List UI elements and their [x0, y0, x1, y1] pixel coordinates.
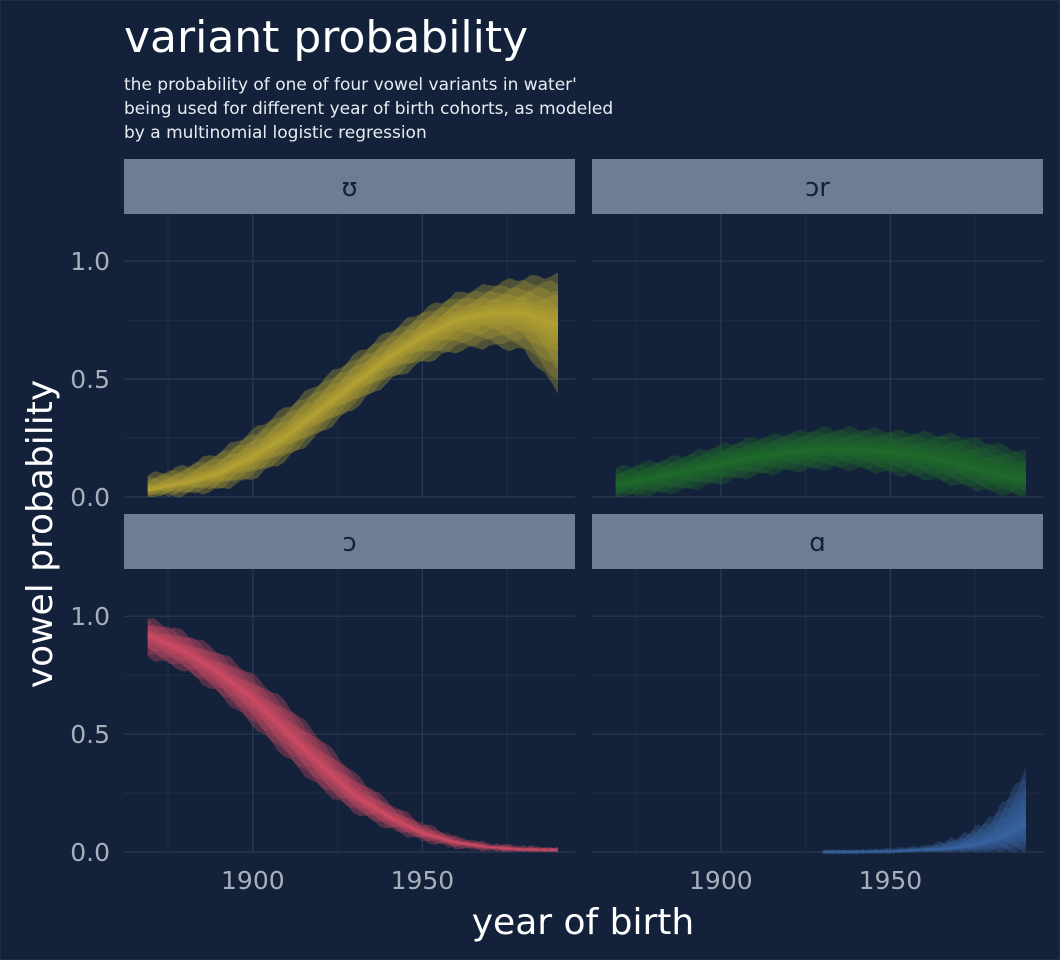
facet-strip [124, 159, 575, 214]
facet-panels: ʊ 0.0 0.5 1.0 ɔr ɔ 0.0 0.5 1.0 1900 1950 ɑ 1900 1950 [70, 159, 1043, 895]
probability-ribbon [822, 786, 1026, 855]
facet-panel-2: ɔr [592, 159, 1043, 498]
probability-ribbon [822, 802, 1026, 855]
median-line [147, 311, 559, 492]
probability-ribbon [615, 438, 1026, 491]
facet-strip-label: ʊ [341, 173, 357, 203]
x-tick-label: 1900 [221, 866, 285, 895]
probability-ribbon [147, 618, 558, 852]
x-tick-label: 1900 [689, 866, 753, 895]
probability-ribbon [147, 295, 558, 494]
probability-ribbon [147, 280, 558, 497]
y-tick-label: 0.0 [70, 838, 110, 867]
facet-strip-label: ɑ [809, 528, 826, 558]
y-axis-title: vowel probability [20, 380, 61, 688]
probability-ribbon [147, 624, 558, 852]
facet-strip [592, 159, 1043, 214]
probability-ribbon [147, 618, 558, 852]
probability-ribbon [147, 291, 558, 496]
facet-panel-4: ɑ 1900 1950 [592, 514, 1043, 895]
y-tick-label: 1.0 [70, 247, 110, 276]
y-tick-label: 0.5 [70, 365, 110, 394]
y-tick-label: 0.0 [70, 483, 110, 512]
chart-subtitle-line-2: being used for different year of birth c… [124, 99, 613, 119]
x-axis-title: year of birth [472, 902, 695, 943]
probability-ribbon [822, 766, 1026, 855]
y-tick-label: 1.0 [70, 602, 110, 631]
probability-ribbon [615, 432, 1026, 495]
x-tick-label: 1950 [859, 866, 923, 895]
chart-title: variant probability [124, 12, 528, 63]
median-line [147, 633, 558, 852]
probability-ribbon [822, 812, 1026, 852]
probability-ribbon [147, 302, 558, 492]
probability-ribbon [822, 807, 1026, 852]
probability-ribbon [147, 286, 558, 497]
facet-strip-label: ɔ [342, 528, 356, 558]
facet-strip [124, 514, 575, 569]
probability-ribbon [615, 435, 1026, 494]
probability-ribbon [615, 425, 1026, 497]
probability-ribbon [615, 443, 1026, 489]
x-tick-label: 1950 [391, 866, 455, 895]
facet-panel-3: ɔ 0.0 0.5 1.0 1900 1950 [70, 514, 575, 895]
median-line [615, 448, 1027, 487]
probability-ribbon [822, 817, 1026, 852]
probability-ribbon [615, 429, 1026, 497]
chart-subtitle-line-1: the probability of one of four vowel var… [124, 75, 577, 95]
median-line [822, 822, 1027, 854]
facet-panel-1: ʊ 0.0 0.5 1.0 [70, 159, 575, 512]
facet-strip-label: ɔr [805, 173, 830, 203]
probability-ribbon [822, 791, 1026, 855]
chart-subtitle-line-3: by a multinomial logistic regression [124, 123, 427, 143]
probability-ribbon [147, 630, 558, 851]
y-tick-label: 0.5 [70, 720, 110, 749]
probability-ribbon [147, 627, 558, 853]
probability-ribbon [822, 779, 1026, 855]
probability-ribbon [147, 626, 558, 852]
facet-strip [592, 514, 1043, 569]
